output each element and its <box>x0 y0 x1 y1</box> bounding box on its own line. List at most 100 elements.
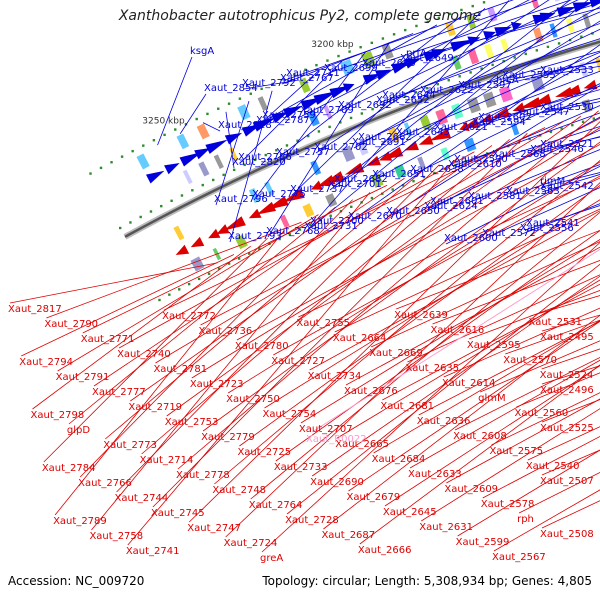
forward-gene-arrow <box>205 139 228 154</box>
forward-gene-label: Xaut_2530 <box>540 102 594 113</box>
reverse-gene-label: Xaut_2728 <box>285 515 339 526</box>
forward-gene-label: Xaut_2563 <box>506 186 560 197</box>
track-tick <box>293 73 296 76</box>
forward-gene-label: Xaut_2600 <box>444 233 498 244</box>
feature-block-forward <box>213 154 224 169</box>
feature-block-forward <box>198 161 210 177</box>
forward-label-line <box>349 44 600 223</box>
reverse-gene-label: Xaut_2748 <box>212 485 266 496</box>
reverse-label-line <box>384 365 600 507</box>
reverse-gene-label: Xaut_2495 <box>540 332 594 343</box>
reverse-gene-label: Xaut_2714 <box>140 455 194 466</box>
track-tick <box>502 59 505 63</box>
track-tick <box>491 63 494 67</box>
reverse-gene-arrow <box>175 244 190 256</box>
forward-label-line <box>263 24 438 122</box>
track-tick <box>371 107 374 111</box>
track-tick <box>168 293 171 296</box>
reverse-gene-label: Xaut_2560 <box>515 408 569 419</box>
reverse-gene-arrow <box>491 107 511 119</box>
forward-label-line <box>387 85 600 218</box>
reverse-gene-arrow <box>281 188 305 203</box>
reverse-gene-label: Xaut_2789 <box>53 516 107 527</box>
feature-block-reverse <box>310 160 322 176</box>
reverse-label-line <box>239 185 600 447</box>
forward-gene-label: Xaut_2699 <box>324 63 378 74</box>
forward-gene-label: Xaut_2601 <box>430 196 484 207</box>
reverse-label-line <box>177 110 599 470</box>
reverse-label-line <box>348 320 600 492</box>
forward-label-line <box>335 20 600 186</box>
forward-gene-label: Xaut_2621 <box>434 122 488 133</box>
forward-gene-label: Xaut_2594 <box>472 117 526 128</box>
reverse-gene-arrow <box>418 135 434 145</box>
reverse-label-line <box>373 319 600 454</box>
reverse-gene-label: Xaut_2733 <box>274 462 328 473</box>
track-tick <box>350 205 353 208</box>
reverse-label-line <box>323 314 600 530</box>
track-tick <box>201 183 204 187</box>
reverse-gene-label: Xaut_2741 <box>126 546 180 557</box>
forward-gene-arrow <box>342 83 355 93</box>
forward-gene-label: Xaut_2701 <box>328 179 382 190</box>
forward-label-line <box>311 0 589 228</box>
reverse-gene-label: Xaut_2753 <box>165 417 219 428</box>
feature-block-inner <box>302 203 315 218</box>
feature-block-inner <box>279 214 290 228</box>
feature-block-outer <box>298 77 311 94</box>
reverse-gene-label: Xaut_2525 <box>540 423 594 434</box>
reverse-gene-label: Xaut_2779 <box>201 432 255 443</box>
reverse-gene-arrow <box>512 102 526 112</box>
feature-block-forward <box>484 43 495 59</box>
reverse-gene-label: Xaut_2635 <box>405 363 459 374</box>
feature-block-inner <box>325 193 338 208</box>
reverse-gene-label: Xaut_2540 <box>526 461 580 472</box>
reverse-label-line <box>273 175 600 356</box>
track-tick <box>139 215 142 219</box>
track-tick <box>339 121 342 124</box>
forward-label-line <box>383 23 600 102</box>
feature-block-inner <box>417 156 426 170</box>
reverse-label-line <box>370 241 600 348</box>
forward-gene-label: Xaut_2546 <box>530 144 584 155</box>
track-tick <box>207 272 211 275</box>
feature-block-forward <box>582 13 592 28</box>
reverse-gene-label: Xaut_2633 <box>408 469 462 480</box>
reverse-label-line <box>334 208 600 333</box>
reverse-gene-arrow <box>316 174 336 187</box>
forward-gene-label: Xaut_2662 <box>358 132 412 143</box>
track-tick <box>381 192 384 195</box>
label-lines <box>9 0 600 553</box>
reverse-gene-label: Xaut_2778 <box>176 470 230 481</box>
reverse-gene-label: Xaut_2567 <box>492 552 546 563</box>
track-tick <box>360 112 364 115</box>
forward-gene-label: Xaut_2610 <box>448 159 502 170</box>
forward-label-line <box>377 11 600 107</box>
track-tick <box>447 78 450 82</box>
forward-label-line <box>239 60 343 164</box>
forward-label-line <box>301 0 530 117</box>
track-tick <box>163 133 166 137</box>
reverse-label-line <box>214 159 600 485</box>
topology-summary: Topology: circular; Length: 5,308,934 bp… <box>262 574 592 588</box>
track-tick <box>549 130 553 134</box>
backbone-arc <box>123 38 600 240</box>
track-tick <box>304 68 307 71</box>
reverse-label-line <box>275 230 600 462</box>
reverse-gene-arrow <box>462 118 480 129</box>
reverse-gene-arrow <box>518 97 542 109</box>
track-tick <box>258 247 261 250</box>
forward-gene-label: Xaut_2649 <box>400 53 454 64</box>
reverse-gene-label: Xaut_2747 <box>187 523 241 534</box>
forward-gene-label: Xaut_2555 <box>502 70 556 81</box>
feature-block-outer <box>257 96 269 112</box>
reverse-gene-label: rph <box>517 514 534 525</box>
feature-block-forward <box>467 48 480 65</box>
forward-gene-arrow <box>362 73 381 85</box>
track-tick <box>296 139 299 142</box>
reverse-gene-arrow <box>322 171 345 185</box>
reverse-gene-arrow <box>256 201 277 215</box>
track-tick <box>454 163 457 167</box>
